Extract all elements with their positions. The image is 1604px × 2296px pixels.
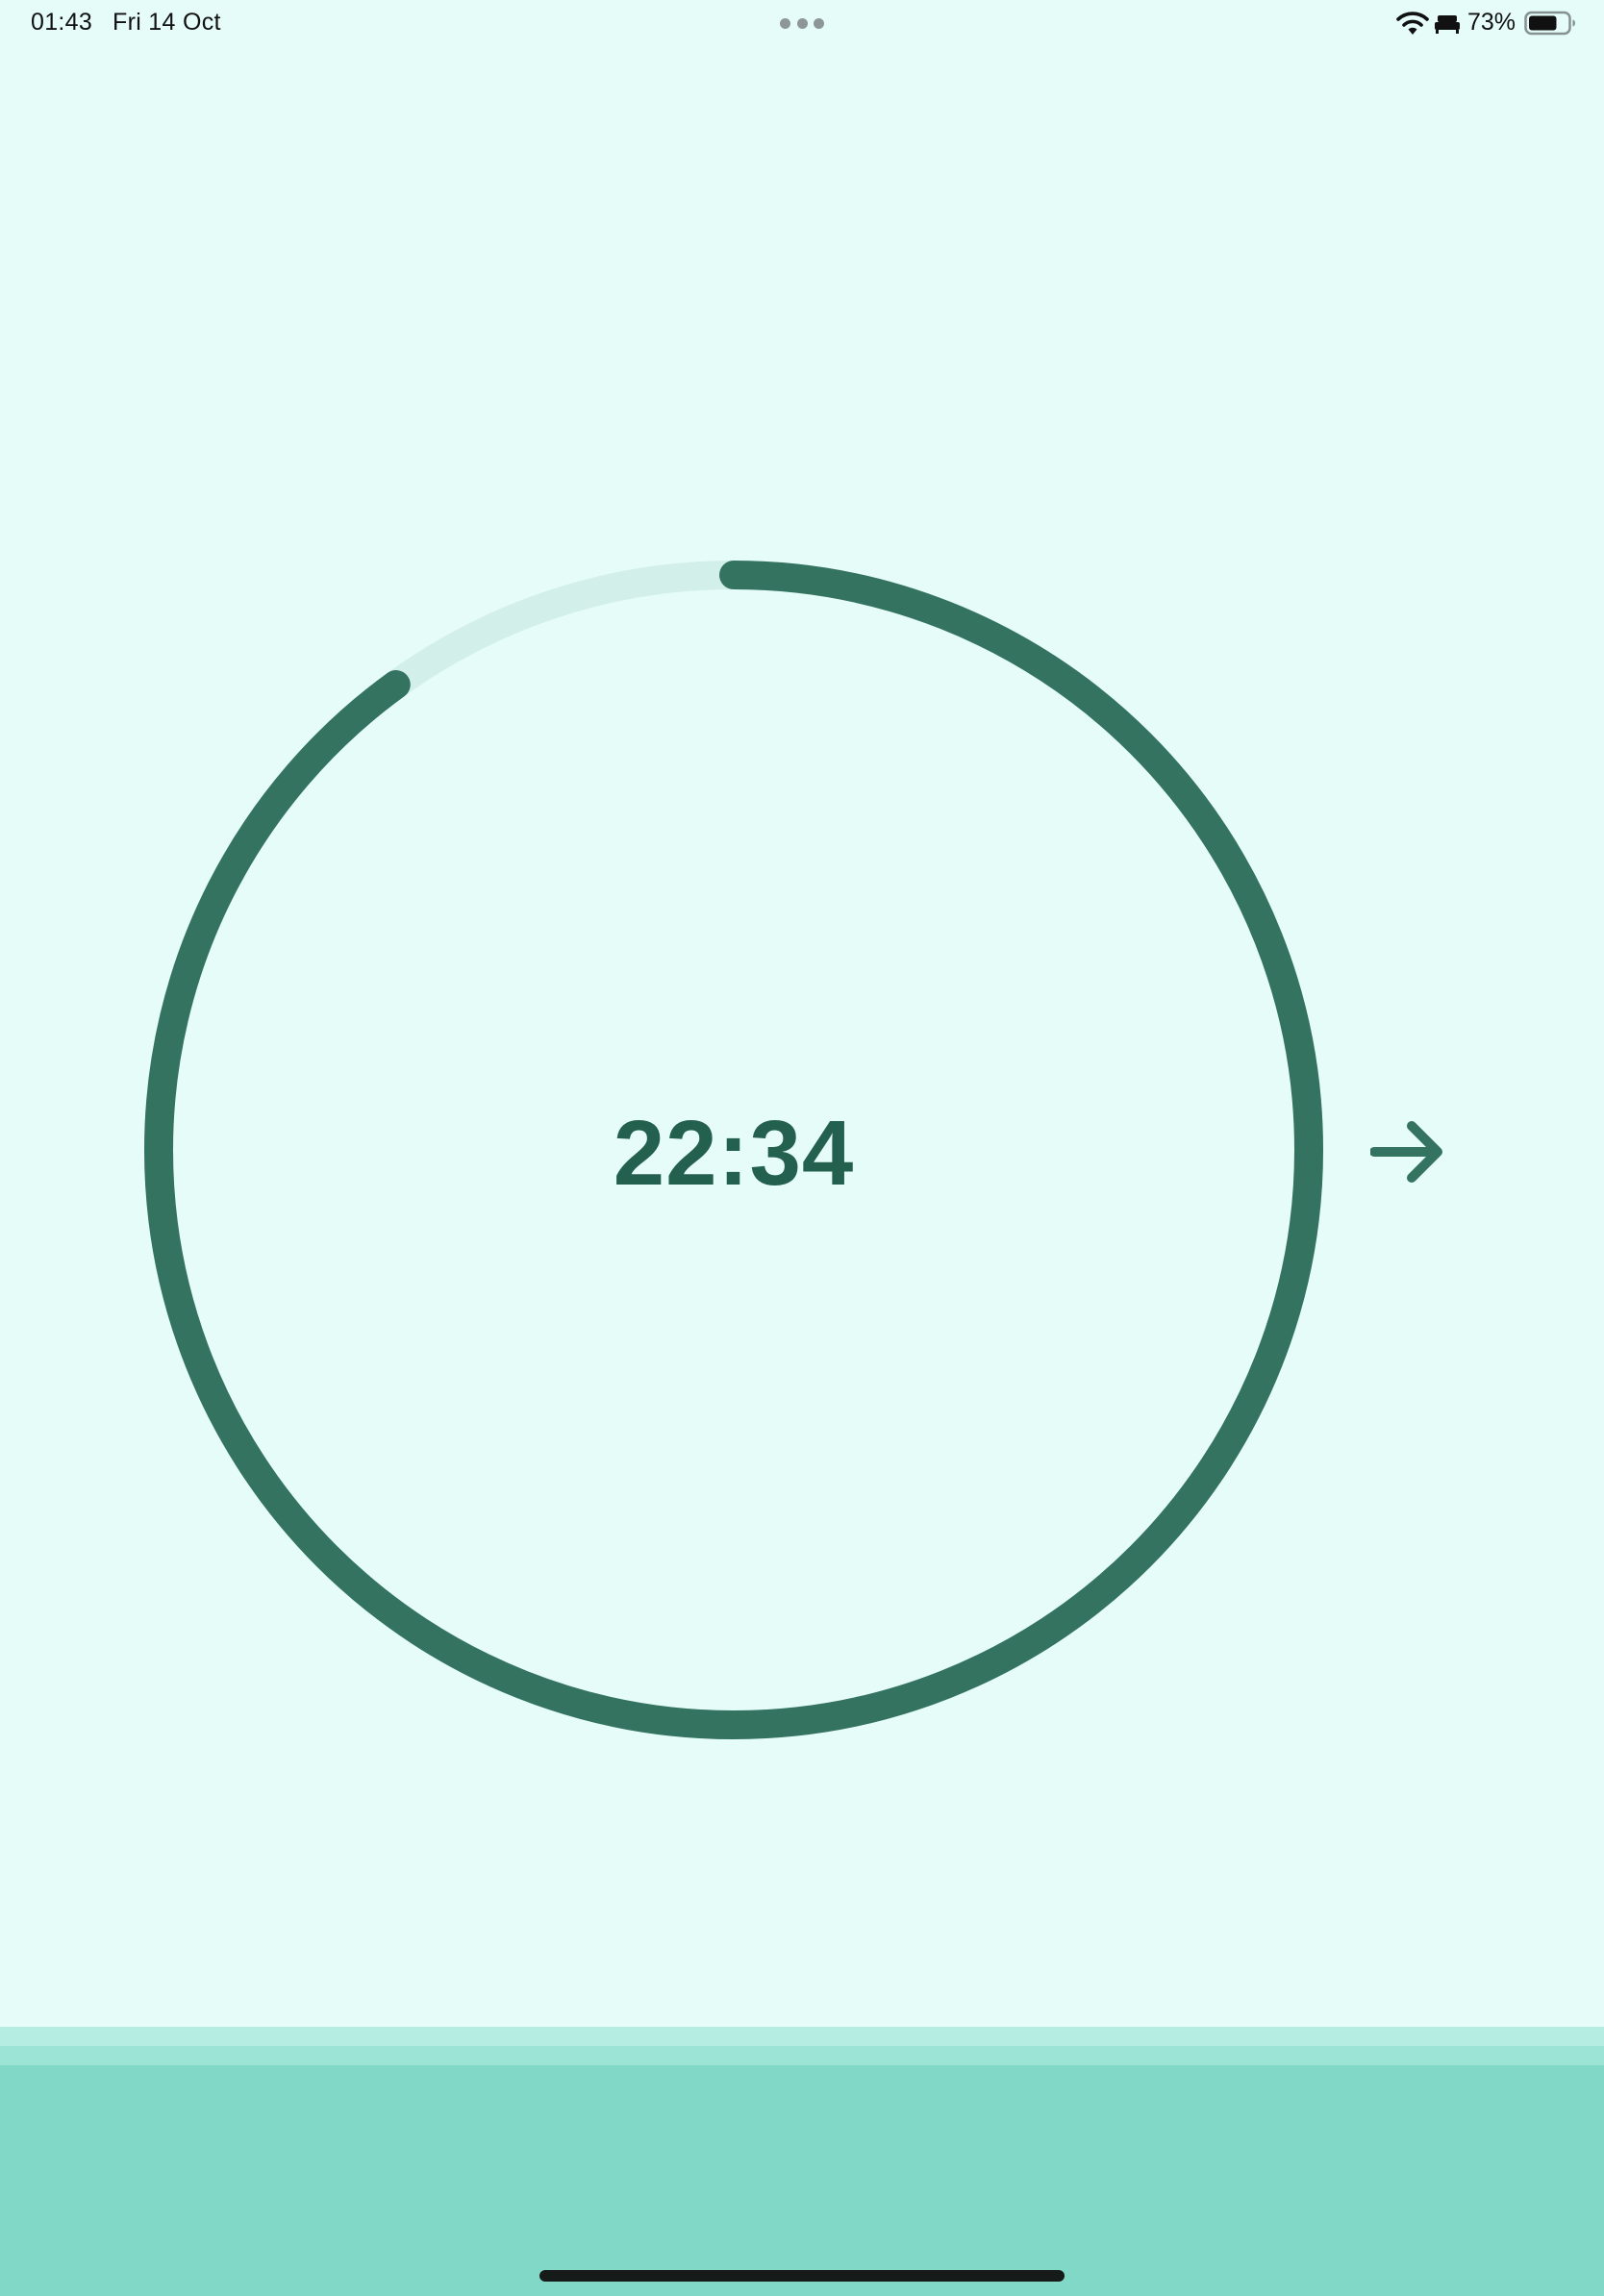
wifi-icon bbox=[1396, 12, 1429, 35]
battery-percentage: 73% bbox=[1467, 9, 1516, 36]
status-date: Fri 14 Oct bbox=[113, 9, 221, 36]
status-bar: 01:43 Fri 14 Oct 73% bbox=[0, 0, 1604, 48]
timer-progress-ring bbox=[144, 561, 1323, 1739]
home-indicator[interactable] bbox=[539, 2270, 1065, 2282]
bed-icon bbox=[1435, 15, 1460, 34]
arrow-right-icon bbox=[1370, 1121, 1442, 1183]
status-time: 01:43 bbox=[31, 9, 93, 36]
battery-icon bbox=[1524, 11, 1575, 36]
next-button[interactable] bbox=[1362, 1106, 1454, 1198]
timer-value: 22:34 bbox=[613, 1102, 855, 1205]
timer-ring-progress bbox=[144, 561, 1323, 1739]
bottom-panel bbox=[0, 2027, 1604, 2296]
multitasking-dots-icon[interactable] bbox=[780, 17, 824, 29]
